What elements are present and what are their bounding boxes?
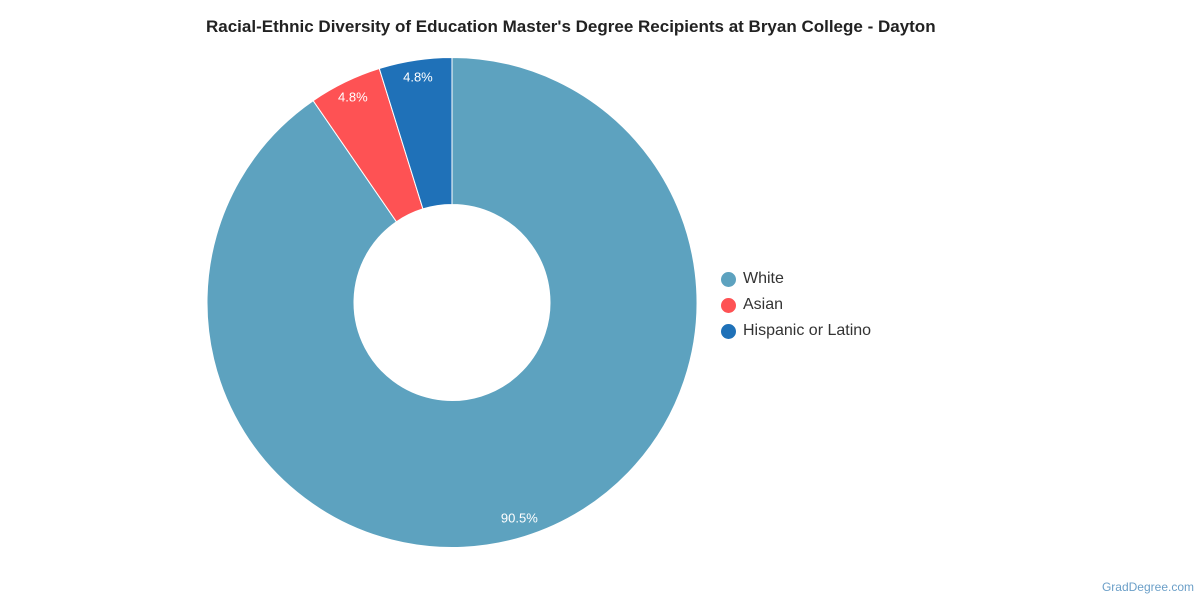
slice-white[interactable] [206,56,698,548]
legend-item-asian[interactable]: Asian [721,292,871,318]
chart-legend: White Asian Hispanic or Latino [721,266,871,344]
chart-title: Racial-Ethnic Diversity of Education Mas… [206,17,936,36]
legend-item-hispanic-or-latino[interactable]: Hispanic or Latino [721,318,871,344]
donut-slices [206,56,698,548]
slice-label-asian: 4.8% [338,90,368,105]
legend-swatch-asian [721,297,736,313]
legend-swatch-white [721,271,736,287]
slice-hispanic-or-latino[interactable] [378,56,453,210]
donut-labels: 90.5% 4.8% 4.8% [338,70,538,526]
legend-item-white[interactable]: White [721,266,871,292]
legend-label-asian: Asian [743,296,784,313]
legend-label-white: White [743,270,784,287]
source-credit[interactable]: GradDegree.com [1101,580,1194,594]
legend-swatch-hispanic-or-latino [721,323,736,339]
legend-label-hispanic-or-latino: Hispanic or Latino [743,322,872,339]
slice-label-hispanic-or-latino: 4.8% [403,70,433,85]
slice-label-white: 90.5% [501,511,538,526]
